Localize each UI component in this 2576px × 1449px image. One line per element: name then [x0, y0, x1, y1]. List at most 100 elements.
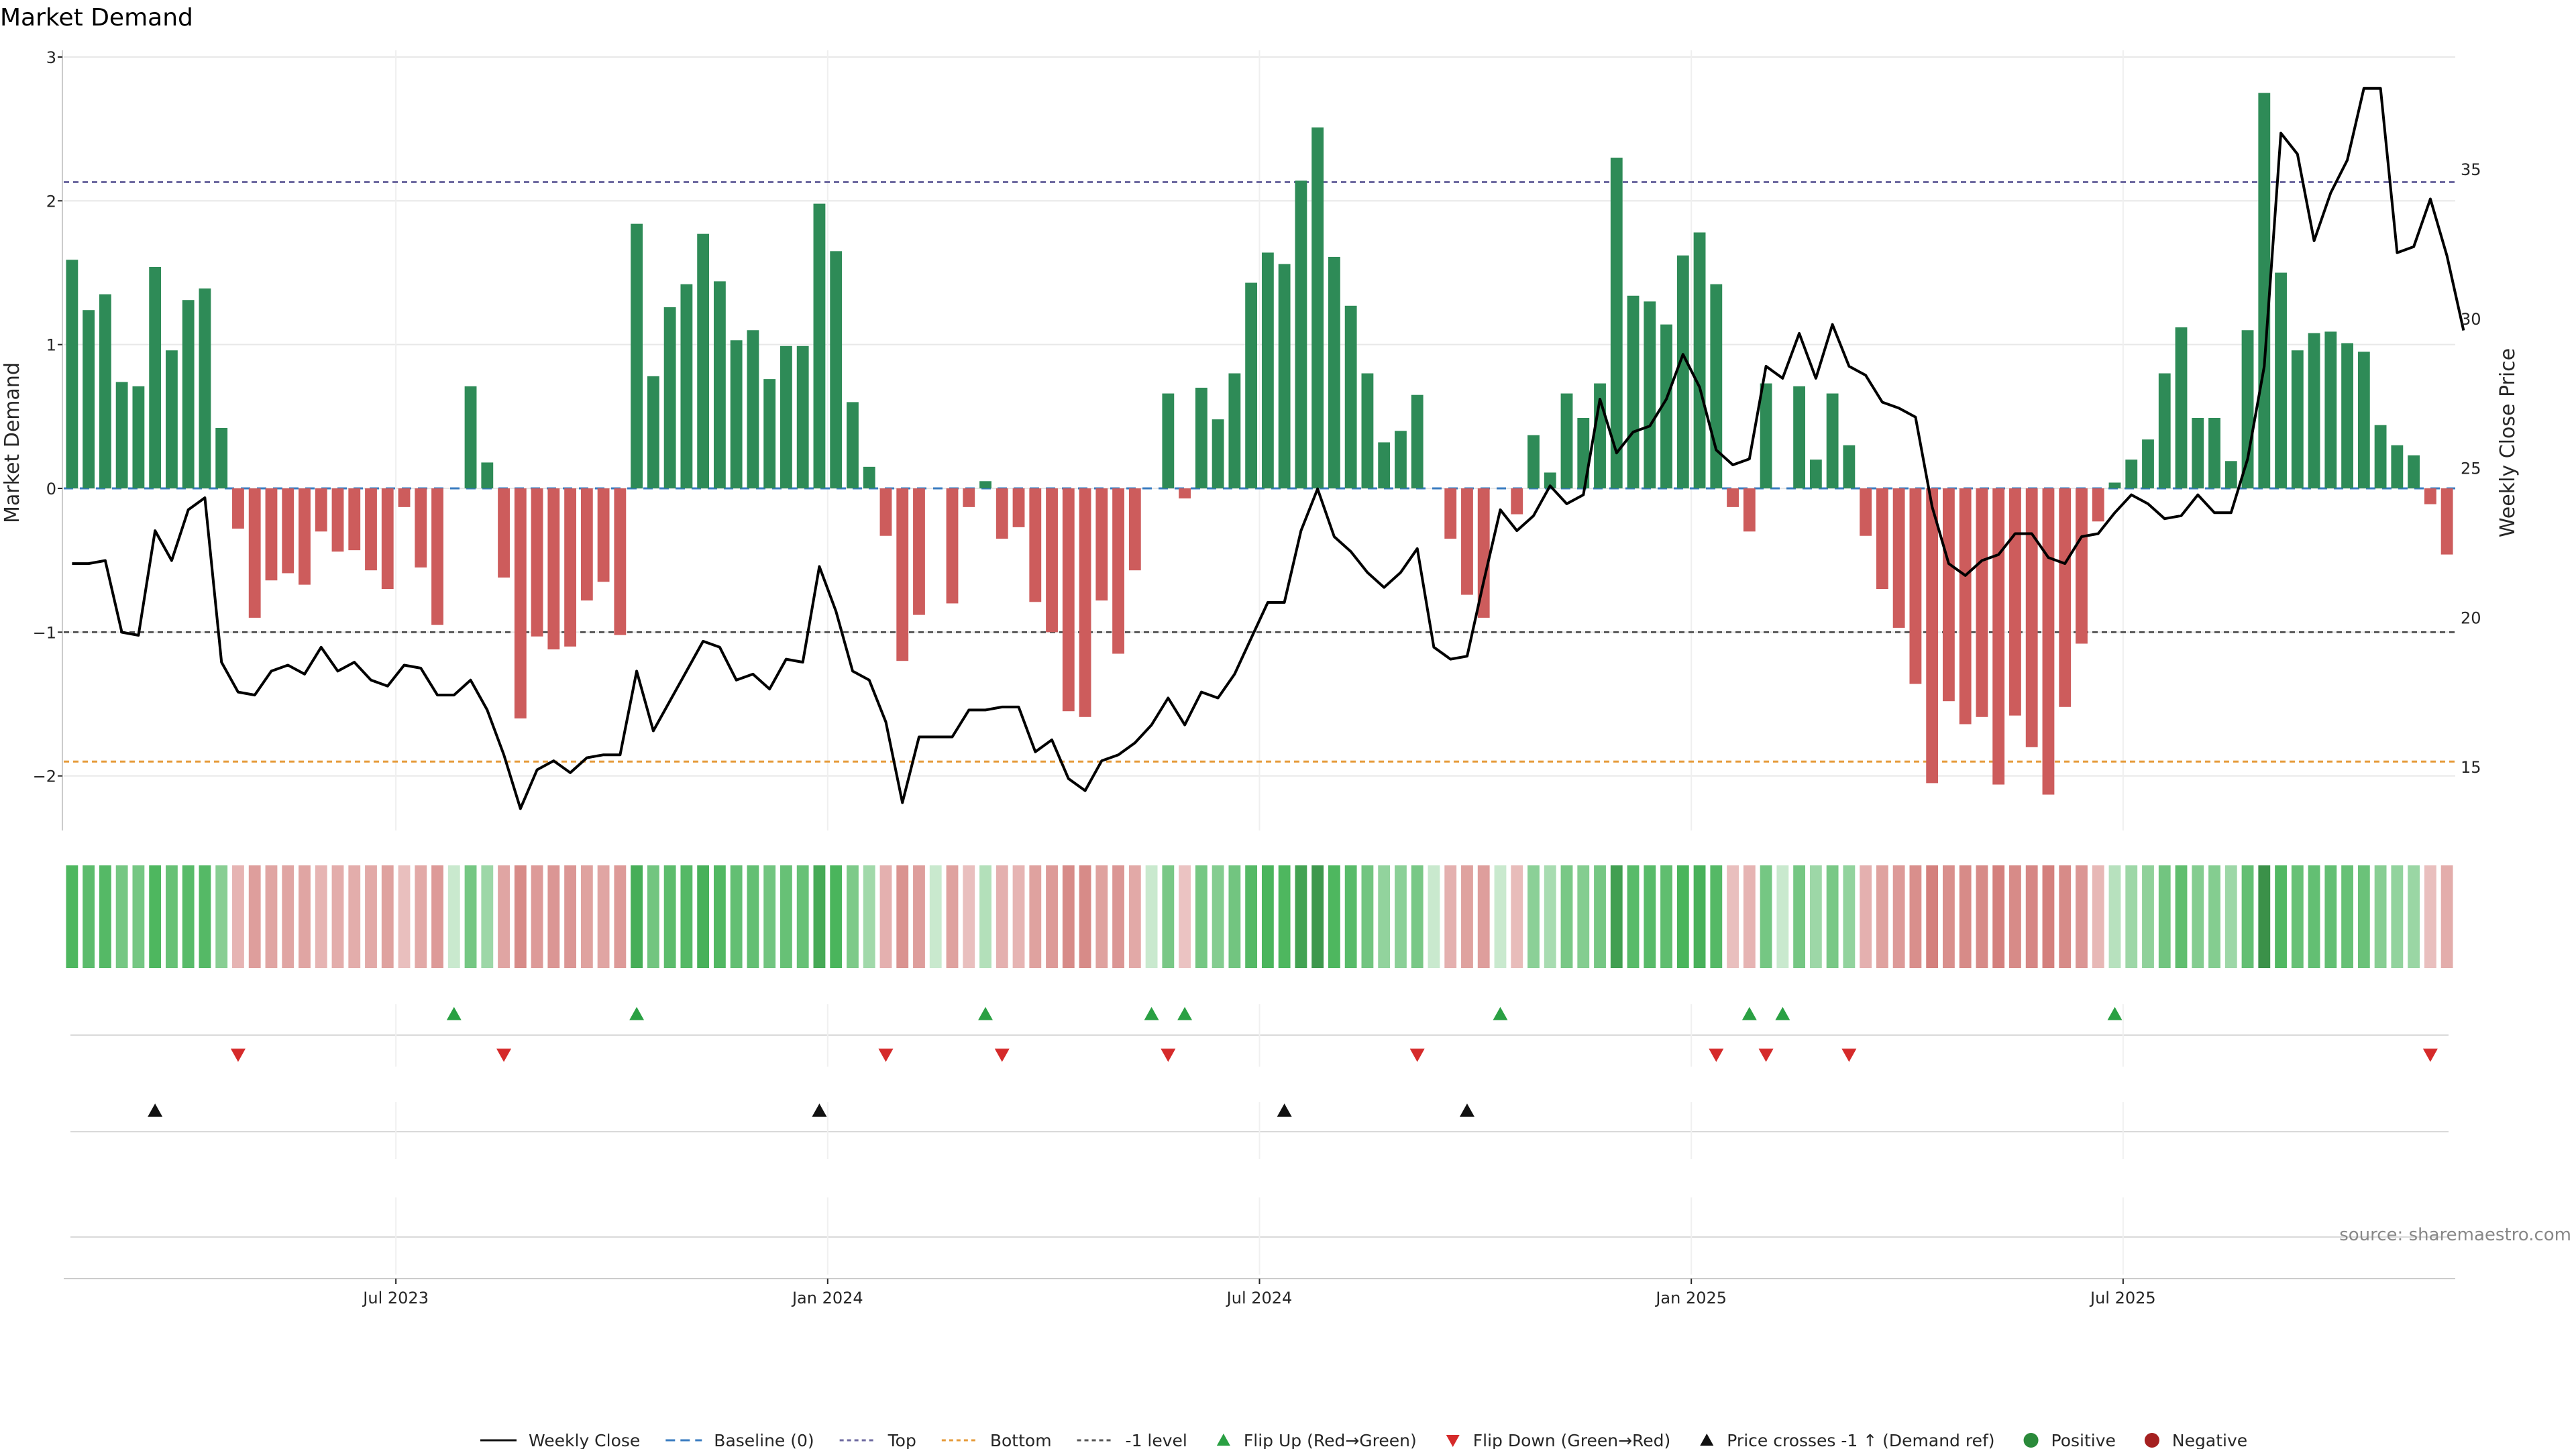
heat-cell — [1095, 865, 1108, 968]
heat-cell — [2357, 865, 2370, 968]
heat-cell — [1062, 865, 1075, 968]
demand-bar — [1395, 431, 1407, 488]
flip-down-marker — [1161, 1049, 1176, 1062]
demand-bar — [1843, 445, 1856, 488]
legend-label: Price crosses -1 ↑ (Demand ref) — [1727, 1431, 1994, 1449]
demand-bar — [1461, 488, 1473, 595]
demand-bar — [2009, 488, 2021, 716]
demand-bar — [979, 481, 991, 488]
heat-cell — [1727, 865, 1739, 968]
heat-cell — [99, 865, 111, 968]
heat-cell — [299, 865, 311, 968]
heat-cell — [830, 865, 843, 968]
heat-cell — [2324, 865, 2337, 968]
heat-cell — [580, 865, 593, 968]
demand-bar — [398, 488, 411, 507]
legend-item-9: Positive — [2023, 1431, 2116, 1449]
demand-bar — [1860, 488, 1872, 536]
heat-cell — [1760, 865, 1772, 968]
heat-cell — [1660, 865, 1672, 968]
heat-cell — [1328, 865, 1340, 968]
demand-bar — [182, 300, 195, 488]
demand-bar — [2357, 352, 2370, 488]
heat-cell — [896, 865, 909, 968]
left-tick-label: −2 — [33, 767, 56, 786]
legend-label: Bottom — [990, 1431, 1052, 1449]
demand-bar — [763, 379, 776, 488]
legend-item-3: Top — [839, 1431, 916, 1449]
heat-cell — [1029, 865, 1042, 968]
heat-cell — [182, 865, 195, 968]
demand-bar — [2108, 482, 2121, 488]
demand-bar — [1128, 488, 1141, 571]
heat-cell — [2059, 865, 2072, 968]
price-cross-marker — [1277, 1104, 1292, 1117]
demand-bar — [2208, 417, 2220, 488]
legend-swatch — [1216, 1434, 1230, 1446]
heat-cell — [730, 865, 743, 968]
heat-cell — [2440, 865, 2453, 968]
heat-cell — [879, 865, 892, 968]
demand-bar — [2025, 488, 2038, 747]
demand-bar — [2391, 445, 2404, 488]
price-cross-marker — [1459, 1104, 1474, 1117]
heat-cell — [232, 865, 244, 968]
demand-bar — [830, 251, 843, 488]
heat-cell — [1361, 865, 1374, 968]
heat-cell — [514, 865, 527, 968]
heat-cell — [2125, 865, 2138, 968]
demand-bars — [66, 93, 2453, 795]
heat-cell — [1079, 865, 1091, 968]
heat-cell — [1428, 865, 1440, 968]
demand-bar — [115, 382, 128, 488]
demand-bar — [697, 233, 710, 488]
demand-bar — [1560, 393, 1573, 488]
demand-bar — [299, 488, 311, 585]
demand-bar — [1095, 488, 1108, 601]
demand-bar — [1062, 488, 1075, 712]
legend-swatch — [1446, 1435, 1460, 1447]
demand-bar — [381, 488, 394, 590]
heat-cell — [1594, 865, 1606, 968]
heat-cell — [1992, 865, 2005, 968]
demand-bar — [1544, 472, 1556, 488]
demand-bar — [1793, 386, 1806, 488]
demand-bar — [1943, 488, 1955, 702]
heat-cell — [697, 865, 710, 968]
demand-heat-strip — [66, 865, 2453, 968]
heat-cell — [1494, 865, 1507, 968]
axis-ticks: 3 2 1 0 −1 −2 35 30 25 20 15 — [33, 48, 2481, 786]
demand-bar — [1162, 393, 1175, 488]
flip-up-marker — [2107, 1007, 2123, 1020]
right-tick-label: 15 — [2461, 758, 2481, 777]
heat-cell — [315, 865, 327, 968]
heat-cell — [2408, 865, 2420, 968]
heat-cell — [1793, 865, 1806, 968]
heat-cell — [597, 865, 610, 968]
left-axis-label: Market Demand — [1, 362, 24, 523]
demand-bar — [796, 345, 809, 488]
flip-down-marker — [230, 1049, 246, 1062]
price-cross-marker — [148, 1104, 163, 1117]
left-tick-label: 2 — [46, 192, 56, 211]
heat-cell — [1627, 865, 1640, 968]
demand-bar — [1295, 180, 1307, 488]
x-tick-label: Jul 2025 — [2089, 1289, 2156, 1307]
legend-swatch — [2144, 1433, 2159, 1448]
demand-bar — [149, 266, 162, 488]
demand-bar — [481, 462, 494, 488]
demand-bar — [896, 488, 909, 661]
legend-item-5: -1 level — [1077, 1431, 1187, 1449]
heat-cell — [780, 865, 792, 968]
demand-bar — [1344, 305, 1357, 488]
demand-bar — [431, 488, 443, 625]
demand-bar — [1328, 256, 1340, 488]
heat-cell — [115, 865, 128, 968]
demand-bar — [1311, 127, 1324, 489]
demand-bar — [282, 488, 294, 574]
signal-rows — [70, 1004, 2449, 1275]
heat-cell — [1444, 865, 1457, 968]
demand-bar — [1261, 252, 1274, 488]
demand-bar — [2224, 461, 2237, 488]
chart-title: Market Demand — [0, 4, 193, 32]
